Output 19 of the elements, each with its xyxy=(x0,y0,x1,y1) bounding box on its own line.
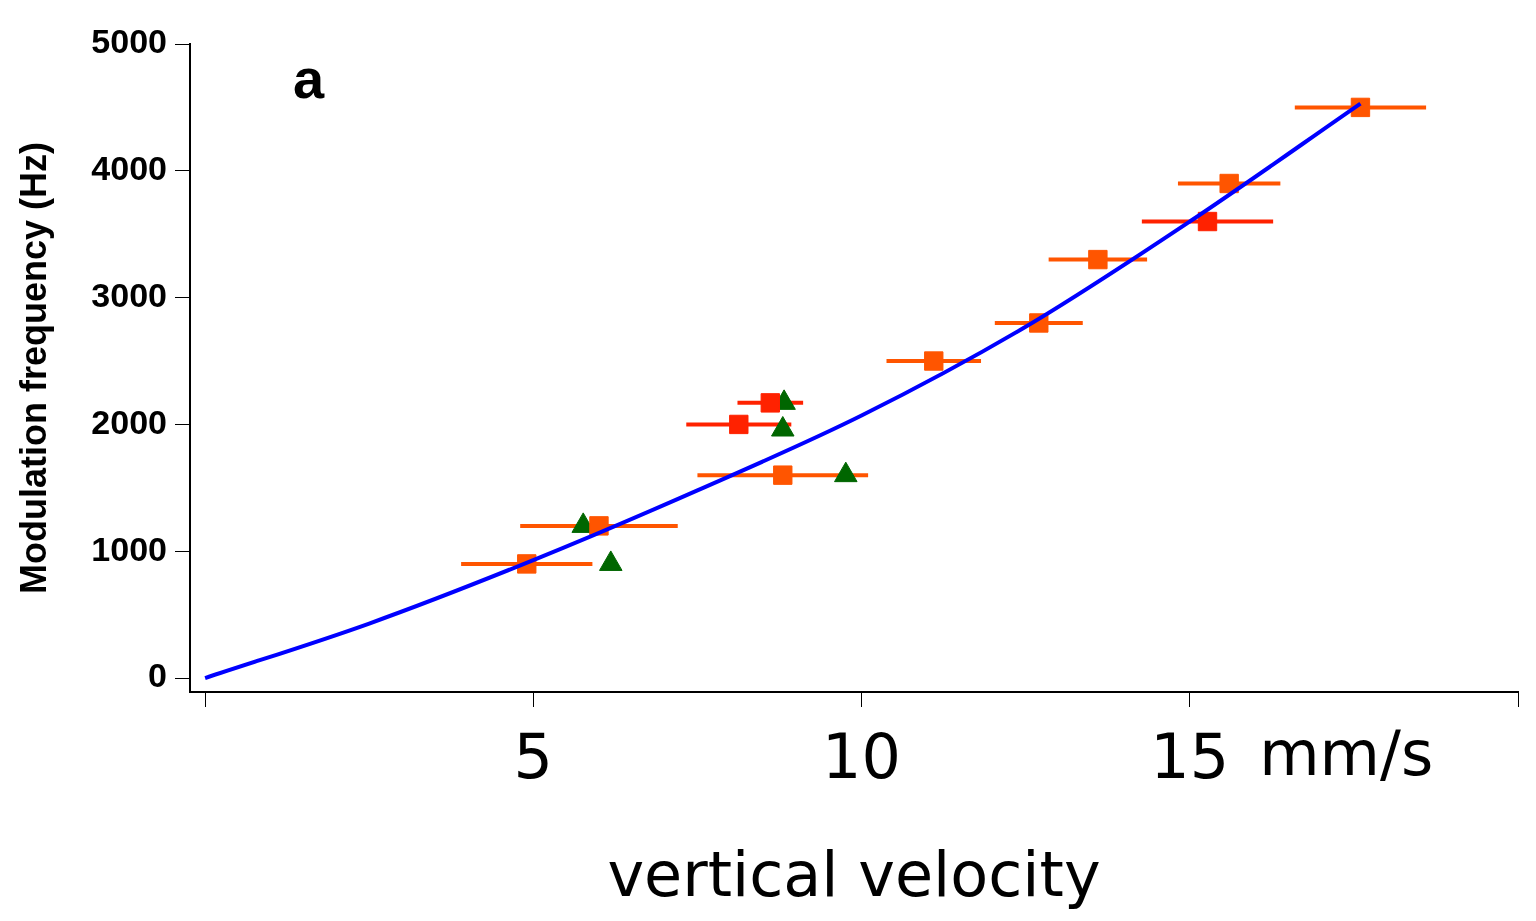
point xyxy=(924,351,944,371)
point xyxy=(773,465,793,485)
y-tick-label: 5000 xyxy=(91,22,167,61)
y-tick-label: 0 xyxy=(148,656,167,695)
point xyxy=(1088,249,1108,270)
point xyxy=(729,414,749,435)
x-tick-label: 15 xyxy=(1150,720,1230,794)
y-tick-label: 1000 xyxy=(91,529,167,568)
y-tick-label: 4000 xyxy=(91,149,167,188)
y-tick-label: 3000 xyxy=(91,276,167,314)
point xyxy=(1219,173,1239,194)
text: mm/s xyxy=(1259,717,1434,791)
x-axis-title: vertical velocity xyxy=(607,837,1101,911)
x-tick-label: 10 xyxy=(822,720,901,794)
x-tick-label: 5 xyxy=(513,720,554,794)
y-tick-label: 2000 xyxy=(91,402,167,441)
y-axis-title: Modulation frequency (Hz) xyxy=(12,142,54,594)
point xyxy=(760,393,780,413)
annotation: a xyxy=(293,47,325,110)
